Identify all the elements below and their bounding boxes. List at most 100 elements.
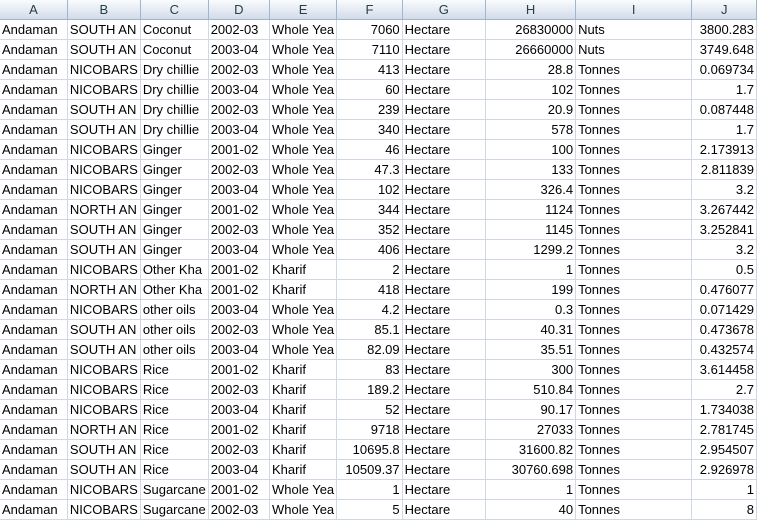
- cell-j3[interactable]: 0.069734: [691, 59, 757, 80]
- cell-c11[interactable]: Ginger: [140, 219, 209, 240]
- cell-d21[interactable]: 2001-02: [208, 419, 271, 440]
- cell-i6[interactable]: Tonnes: [575, 119, 693, 140]
- cell-a21[interactable]: Andaman: [0, 419, 68, 440]
- cell-f23[interactable]: 10509.37: [336, 459, 403, 480]
- cell-g13[interactable]: Hectare: [402, 259, 486, 280]
- cell-h21[interactable]: 27033: [485, 419, 577, 440]
- cell-g25[interactable]: Hectare: [402, 499, 486, 520]
- cell-b15[interactable]: NICOBARS: [67, 299, 141, 320]
- cell-f18[interactable]: 83: [336, 359, 403, 380]
- cell-d6[interactable]: 2003-04: [208, 119, 271, 140]
- cell-a8[interactable]: Andaman: [0, 159, 68, 180]
- cell-f7[interactable]: 46: [336, 139, 403, 160]
- cell-e1[interactable]: Whole Yea: [269, 19, 338, 40]
- cell-b16[interactable]: SOUTH AN: [67, 319, 141, 340]
- cell-c22[interactable]: Rice: [140, 439, 209, 460]
- cell-c18[interactable]: Rice: [140, 359, 209, 380]
- cell-f25[interactable]: 5: [336, 499, 403, 520]
- cell-b8[interactable]: NICOBARS: [67, 159, 141, 180]
- cell-i5[interactable]: Tonnes: [575, 99, 693, 120]
- cell-h22[interactable]: 31600.82: [485, 439, 577, 460]
- cell-i11[interactable]: Tonnes: [575, 219, 693, 240]
- cell-f8[interactable]: 47.3: [336, 159, 403, 180]
- cell-i2[interactable]: Nuts: [575, 39, 693, 60]
- column-header-e[interactable]: E: [269, 0, 338, 20]
- cell-h23[interactable]: 30760.698: [485, 459, 577, 480]
- cell-f12[interactable]: 406: [336, 239, 403, 260]
- cell-e11[interactable]: Whole Yea: [269, 219, 338, 240]
- cell-e13[interactable]: Kharif: [269, 259, 338, 280]
- column-header-f[interactable]: F: [336, 0, 403, 20]
- cell-b25[interactable]: NICOBARS: [67, 499, 141, 520]
- cell-g10[interactable]: Hectare: [402, 199, 486, 220]
- cell-g6[interactable]: Hectare: [402, 119, 486, 140]
- cell-a4[interactable]: Andaman: [0, 79, 68, 100]
- cell-e7[interactable]: Whole Yea: [269, 139, 338, 160]
- cell-h17[interactable]: 35.51: [485, 339, 577, 360]
- cell-e14[interactable]: Kharif: [269, 279, 338, 300]
- cell-j13[interactable]: 0.5: [691, 259, 757, 280]
- cell-f21[interactable]: 9718: [336, 419, 403, 440]
- cell-j10[interactable]: 3.267442: [691, 199, 757, 220]
- cell-g18[interactable]: Hectare: [402, 359, 486, 380]
- cell-e5[interactable]: Whole Yea: [269, 99, 338, 120]
- cell-g2[interactable]: Hectare: [402, 39, 486, 60]
- cell-b12[interactable]: SOUTH AN: [67, 239, 141, 260]
- cell-j20[interactable]: 1.734038: [691, 399, 757, 420]
- cell-d17[interactable]: 2003-04: [208, 339, 271, 360]
- cell-a14[interactable]: Andaman: [0, 279, 68, 300]
- cell-i12[interactable]: Tonnes: [575, 239, 693, 260]
- cell-i8[interactable]: Tonnes: [575, 159, 693, 180]
- cell-j15[interactable]: 0.071429: [691, 299, 757, 320]
- cell-j25[interactable]: 8: [691, 499, 757, 520]
- cell-f13[interactable]: 2: [336, 259, 403, 280]
- cell-g20[interactable]: Hectare: [402, 399, 486, 420]
- cell-f4[interactable]: 60: [336, 79, 403, 100]
- cell-a12[interactable]: Andaman: [0, 239, 68, 260]
- cell-j14[interactable]: 0.476077: [691, 279, 757, 300]
- cell-e21[interactable]: Kharif: [269, 419, 338, 440]
- cell-e8[interactable]: Whole Yea: [269, 159, 338, 180]
- cell-a23[interactable]: Andaman: [0, 459, 68, 480]
- cell-b1[interactable]: SOUTH AN: [67, 19, 141, 40]
- cell-g19[interactable]: Hectare: [402, 379, 486, 400]
- cell-j11[interactable]: 3.252841: [691, 219, 757, 240]
- cell-c7[interactable]: Ginger: [140, 139, 209, 160]
- cell-b10[interactable]: NORTH AN: [67, 199, 141, 220]
- cell-e20[interactable]: Kharif: [269, 399, 338, 420]
- column-header-h[interactable]: H: [485, 0, 577, 20]
- cell-d19[interactable]: 2002-03: [208, 379, 271, 400]
- cell-h13[interactable]: 1: [485, 259, 577, 280]
- cell-f14[interactable]: 418: [336, 279, 403, 300]
- column-header-b[interactable]: B: [67, 0, 141, 20]
- cell-e23[interactable]: Kharif: [269, 459, 338, 480]
- cell-f11[interactable]: 352: [336, 219, 403, 240]
- cell-a18[interactable]: Andaman: [0, 359, 68, 380]
- cell-a9[interactable]: Andaman: [0, 179, 68, 200]
- cell-b23[interactable]: SOUTH AN: [67, 459, 141, 480]
- cell-c12[interactable]: Ginger: [140, 239, 209, 260]
- cell-c10[interactable]: Ginger: [140, 199, 209, 220]
- cell-i25[interactable]: Tonnes: [575, 499, 693, 520]
- cell-g1[interactable]: Hectare: [402, 19, 486, 40]
- cell-c24[interactable]: Sugarcane: [140, 479, 209, 500]
- cell-h8[interactable]: 133: [485, 159, 577, 180]
- cell-d18[interactable]: 2001-02: [208, 359, 271, 380]
- cell-h7[interactable]: 100: [485, 139, 577, 160]
- cell-c13[interactable]: Other Kha: [140, 259, 209, 280]
- column-header-g[interactable]: G: [402, 0, 486, 20]
- cell-d14[interactable]: 2001-02: [208, 279, 271, 300]
- cell-i14[interactable]: Tonnes: [575, 279, 693, 300]
- cell-d3[interactable]: 2002-03: [208, 59, 271, 80]
- cell-d7[interactable]: 2001-02: [208, 139, 271, 160]
- cell-f1[interactable]: 7060: [336, 19, 403, 40]
- cell-c21[interactable]: Rice: [140, 419, 209, 440]
- cell-h12[interactable]: 1299.2: [485, 239, 577, 260]
- cell-e22[interactable]: Kharif: [269, 439, 338, 460]
- cell-g17[interactable]: Hectare: [402, 339, 486, 360]
- cell-c16[interactable]: other oils: [140, 319, 209, 340]
- cell-g4[interactable]: Hectare: [402, 79, 486, 100]
- cell-i17[interactable]: Tonnes: [575, 339, 693, 360]
- cell-d5[interactable]: 2002-03: [208, 99, 271, 120]
- cell-e15[interactable]: Whole Yea: [269, 299, 338, 320]
